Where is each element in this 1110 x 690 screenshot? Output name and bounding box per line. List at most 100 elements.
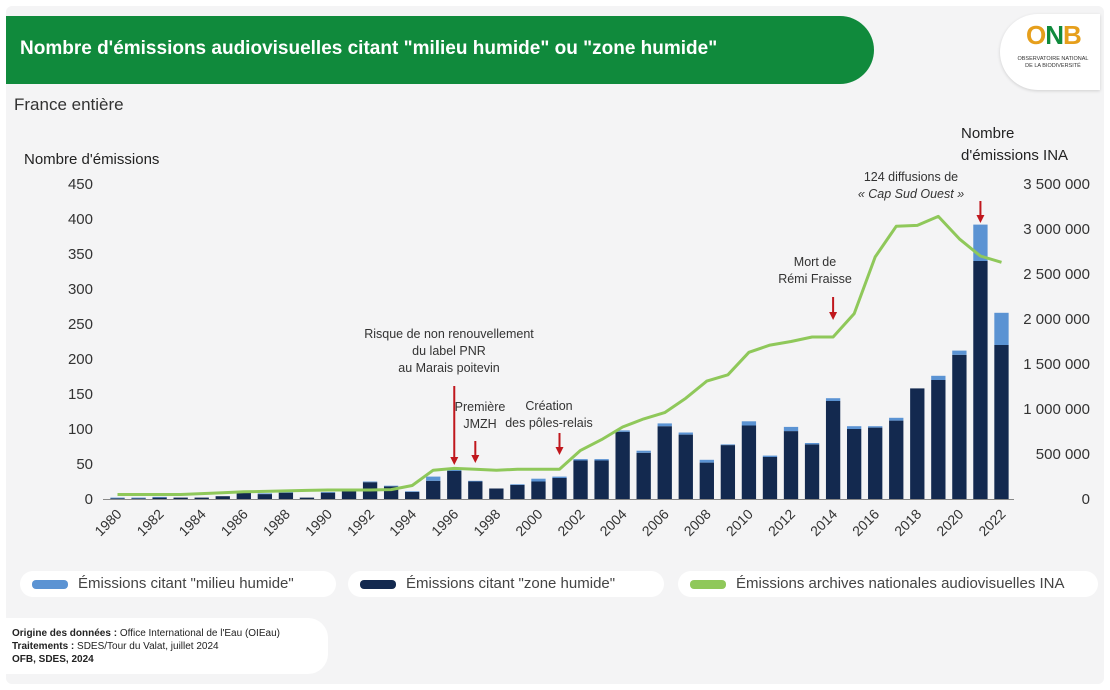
bar-milieu-humide [720,444,736,446]
bar-milieu-humide [615,430,630,432]
annotation-label: Risque de non renouvellement [364,327,534,341]
bar-milieu-humide [468,480,483,482]
annotation-label: Création [525,399,572,413]
bar-milieu-humide [783,426,799,432]
x-tick-label: 1996 [428,506,461,539]
annotation-label: « Cap Sud Ouest » [858,187,964,201]
bar-milieu-humide [952,350,967,355]
x-tick-label: 1992 [344,506,377,539]
bar-milieu-humide [257,493,273,495]
x-tick-label: 2006 [639,506,672,539]
source-box: Origine des données : Office Internation… [6,618,328,674]
y-tick-label: 200 [68,351,93,368]
annotation-label: des pôles-relais [505,416,593,430]
bar-zone-humide [952,354,967,499]
x-tick-label: 1980 [91,506,124,539]
x-tick-label: 1994 [386,506,419,539]
x-tick-label: 2020 [933,506,966,539]
bar-zone-humide [804,444,820,499]
bar-milieu-humide [510,484,525,485]
bar-zone-humide [762,457,778,499]
bar-zone-humide [215,496,230,499]
bar-zone-humide [573,460,588,499]
bar-zone-humide [868,427,883,499]
annotation-arrow-head [976,215,985,223]
bar-zone-humide [320,492,336,499]
x-tick-label: 1998 [470,506,503,539]
bar-milieu-humide [931,375,946,380]
bar-milieu-humide [531,478,546,482]
bar-zone-humide [678,434,693,499]
legend-swatch-zone [360,580,396,589]
bar-zone-humide [131,498,146,499]
x-tick-label: 1990 [302,506,335,539]
bar-milieu-humide [741,421,757,426]
y-tick-label: 350 [68,246,93,263]
bar-zone-humide [825,401,841,499]
y-tick-label: 0 [85,491,93,508]
bar-zone-humide [405,492,420,499]
legend-label-ina: Émissions archives nationales audiovisue… [736,575,1065,592]
annotation-label: JMZH [463,417,496,431]
bar-zone-humide [110,498,125,499]
legend-item-milieu: Émissions citant "milieu humide" [20,571,336,597]
bar-milieu-humide [762,455,778,457]
bar-milieu-humide [552,476,567,478]
x-tick-label: 2012 [765,506,798,539]
source-origin: Origine des données : Office Internation… [12,628,280,639]
bar-zone-humide [931,380,946,499]
legend-label-zone: Émissions citant "zone humide" [406,575,616,592]
bar-milieu-humide [804,443,820,445]
logo-mark: ONB [1026,20,1082,50]
legend-label-milieu: Émissions citant "milieu humide" [78,575,294,592]
source-treatment: Traitements : SDES/Tour du Valat, juille… [12,641,219,652]
source-credit: OFB, SDES, 2024 [12,654,94,665]
bar-zone-humide [531,481,546,499]
bar-milieu-humide [131,497,146,499]
x-tick-label: 2010 [723,506,756,539]
x-tick-label: 2002 [554,506,587,539]
bar-zone-humide [299,497,315,499]
y2-axis-title-line2: d'émissions INA [961,147,1068,164]
bar-zone-humide [741,425,757,499]
y2-axis-title-line1: Nombre [961,125,1014,142]
bar-zone-humide [636,452,651,499]
legend-swatch-milieu [32,580,68,589]
onb-logo: ONB OBSERVATOIRE NATIONAL DE LA BIODIVERS… [1000,14,1100,90]
bar-milieu-humide [994,312,1009,345]
logo-subtitle: OBSERVATOIRE NATIONAL DE LA BIODIVERSITÉ [1017,56,1089,69]
bar-milieu-humide [573,459,588,461]
bar-zone-humide [594,460,609,499]
x-tick-label: 2018 [891,506,924,539]
page-title: Nombre d'émissions audiovisuelles citant… [20,38,718,59]
bar-zone-humide [699,462,714,499]
bar-milieu-humide [152,496,167,498]
x-tick-label: 2014 [807,506,840,539]
x-tick-label: 2022 [975,506,1008,539]
bar-milieu-humide [426,476,441,481]
bar-zone-humide [910,388,925,499]
y2-tick-label: 2 500 000 [1023,266,1090,283]
bar-milieu-humide [889,417,904,421]
bar-milieu-humide [868,426,883,428]
legend-swatch-ina [690,580,726,589]
annotation-label: 124 diffusions de [864,170,958,184]
bar-milieu-humide [846,426,862,429]
annotation-arrow-head [829,312,838,320]
bar-zone-humide [173,497,188,499]
y2-tick-label: 2 000 000 [1023,311,1090,328]
bar-milieu-humide [405,491,420,492]
bar-zone-humide [510,485,525,499]
x-tick-label: 2000 [512,506,545,539]
bar-zone-humide [152,497,167,499]
bar-zone-humide [973,261,988,499]
y2-tick-label: 3 500 000 [1023,176,1090,193]
title-banner: Nombre d'émissions audiovisuelles citant… [6,16,874,84]
y2-tick-label: 500 000 [1036,446,1090,463]
bar-milieu-humide [362,481,378,483]
bar-zone-humide [994,345,1009,499]
annotation-arrow-head [471,455,480,463]
bar-zone-humide [846,429,862,499]
annotation-label: Première [455,400,506,414]
